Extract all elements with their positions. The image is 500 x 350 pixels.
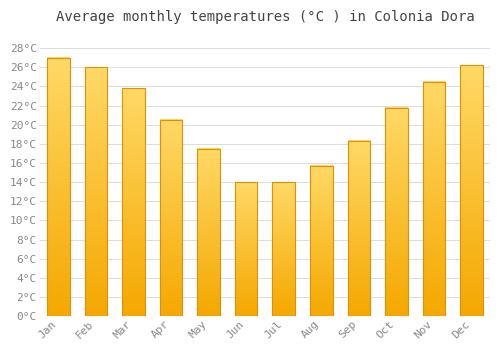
Bar: [47, 58, 70, 316]
Bar: [198, 149, 220, 316]
Bar: [84, 67, 107, 316]
Bar: [122, 89, 144, 316]
Bar: [385, 107, 407, 316]
Bar: [272, 182, 295, 316]
Bar: [422, 82, 445, 316]
Bar: [310, 166, 332, 316]
Title: Average monthly temperatures (°C ) in Colonia Dora: Average monthly temperatures (°C ) in Co…: [56, 10, 474, 24]
Bar: [348, 141, 370, 316]
Bar: [460, 65, 483, 316]
Bar: [235, 182, 258, 316]
Bar: [160, 120, 182, 316]
